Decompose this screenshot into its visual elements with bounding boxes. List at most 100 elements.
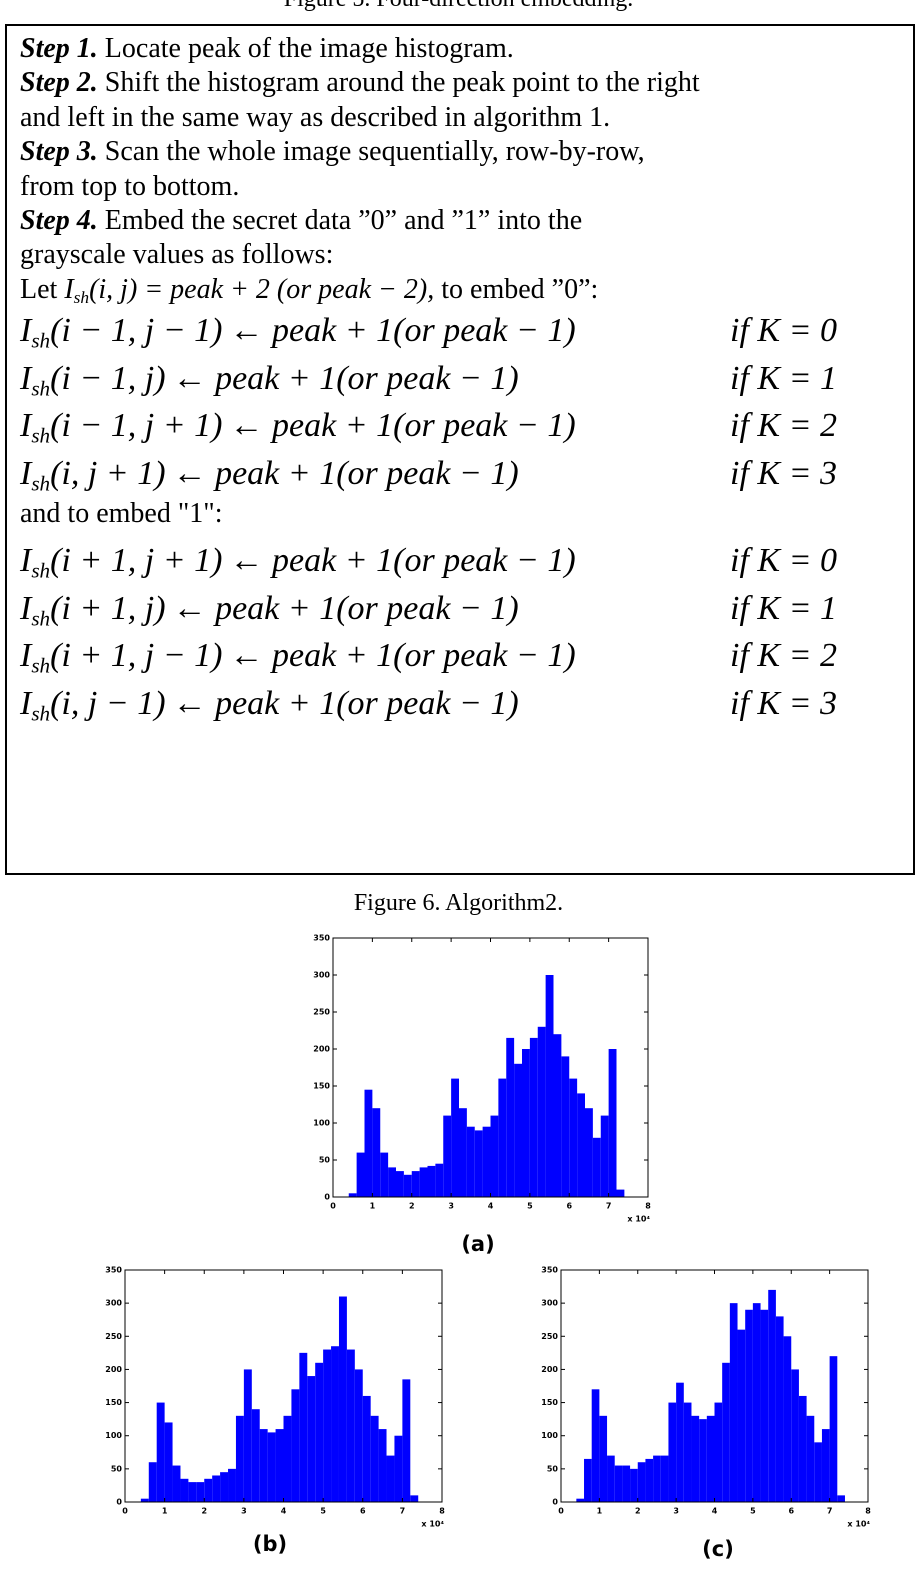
- histogram-bar: [140, 1498, 149, 1502]
- histogram-bar: [600, 1115, 609, 1197]
- x-tick-label: 4: [281, 1507, 287, 1516]
- histogram-bar: [607, 1455, 615, 1502]
- x-tick-label: 6: [788, 1507, 794, 1516]
- eq-cond: if K = 3: [730, 454, 838, 492]
- let-expr: (i, j) = peak + 2 (or peak − 2),: [89, 273, 435, 305]
- histogram-bar: [482, 1126, 491, 1197]
- eq-args: (i, j + 1): [50, 454, 166, 492]
- eq-args: (i, j − 1): [50, 684, 166, 722]
- text-line: Step 3. Scan the whole image sequentially…: [20, 135, 913, 169]
- histogram-bar: [614, 1465, 623, 1502]
- histogram-bar: [553, 1034, 562, 1197]
- histogram-bar: [459, 1108, 467, 1197]
- histogram-bar: [806, 1415, 815, 1502]
- y-tick-label: 350: [313, 934, 330, 943]
- equation: Ish(i + 1, j − 1) ← peak + 1(or peak − 1)…: [20, 632, 913, 680]
- histogram-bar: [370, 1415, 379, 1502]
- text-line: from top to bottom.: [20, 170, 913, 204]
- histogram-bar: [410, 1495, 419, 1502]
- eq-cond: if K = 0: [730, 542, 838, 580]
- histogram-bar: [267, 1432, 276, 1502]
- x-tick-label: 5: [750, 1507, 756, 1516]
- histogram-bar: [435, 1163, 444, 1197]
- x-tick-label: 3: [448, 1202, 454, 1211]
- text-line: grayscale values as follows:: [20, 238, 913, 272]
- y-tick-label: 250: [313, 1008, 330, 1017]
- eq-var: I: [20, 637, 32, 675]
- histogram-bar: [188, 1482, 197, 1502]
- y-tick-label: 0: [324, 1193, 330, 1202]
- x-tick-label: 1: [162, 1507, 168, 1516]
- text-line: and left in the same way as described in…: [20, 101, 913, 135]
- y-tick-label: 150: [541, 1398, 558, 1407]
- histogram-bar: [338, 1296, 347, 1502]
- step-text: Shift the histogram around the peak poin…: [104, 67, 700, 99]
- histogram-bar: [745, 1309, 753, 1502]
- histogram-bar: [419, 1167, 428, 1197]
- y-tick-label: 250: [105, 1332, 122, 1341]
- eq-sub: sh: [31, 470, 51, 495]
- x-tick-label: 0: [330, 1202, 336, 1211]
- histogram-bar: [676, 1382, 684, 1502]
- x-tick-label: 8: [439, 1507, 445, 1516]
- histogram-bar: [821, 1429, 830, 1502]
- histogram-bar: [243, 1369, 252, 1502]
- x-tick-label: 7: [400, 1507, 406, 1516]
- text-line: Step 2. Shift the histogram around the pe…: [20, 66, 913, 100]
- y-tick-label: 200: [105, 1365, 122, 1374]
- histogram-bar: [299, 1352, 308, 1502]
- y-tick-label: 350: [541, 1266, 558, 1275]
- histogram-bar: [522, 1049, 530, 1197]
- let-suffix: to embed ”0”:: [441, 273, 599, 305]
- histogram-bar: [576, 1498, 585, 1502]
- histogram-bar: [622, 1465, 631, 1502]
- histogram-bar: [204, 1478, 213, 1502]
- eq-args: (i + 1, j): [50, 589, 166, 627]
- let-sub: sh: [73, 287, 90, 307]
- histogram-bar: [637, 1462, 646, 1502]
- x-tick-label: 4: [488, 1202, 494, 1211]
- histogram-bar: [307, 1376, 316, 1502]
- x-tick-label: 0: [122, 1507, 128, 1516]
- histogram-bar: [630, 1468, 638, 1502]
- histogram-bar: [148, 1462, 157, 1502]
- x-tick-label: 6: [360, 1507, 366, 1516]
- histogram-bar: [348, 1193, 357, 1197]
- eq-sub: sh: [31, 423, 51, 448]
- eq-rhs: ← peak + 1(or peak − 1): [172, 684, 519, 722]
- text-line: Step 4. Embed the secret data ”0” and ”1”…: [20, 204, 913, 238]
- y-tick-label: 100: [105, 1431, 122, 1440]
- y-tick-label: 50: [111, 1464, 123, 1473]
- histogram-bar: [585, 1108, 593, 1197]
- figure-caption: Figure 6. Algorithm2.: [353, 890, 564, 916]
- x-tick-label: 8: [865, 1507, 871, 1516]
- histogram-bar: [837, 1495, 845, 1502]
- histogram-bar: [228, 1468, 236, 1502]
- histogram-bar: [829, 1356, 838, 1502]
- eq-args: (i − 1, j + 1): [50, 407, 223, 445]
- y-tick-label: 300: [541, 1299, 558, 1308]
- eq-var: I: [20, 684, 32, 722]
- x-scale-label: x 10⁴: [627, 1215, 650, 1224]
- eq-cond: if K = 2: [730, 637, 838, 675]
- histogram-bar: [814, 1442, 822, 1502]
- eq-rhs: ← peak + 1(or peak − 1): [229, 407, 576, 445]
- eq-rhs: ← peak + 1(or peak − 1): [172, 589, 519, 627]
- eq-args: (i + 1, j + 1): [50, 542, 223, 580]
- eq-rhs: ← peak + 1(or peak − 1): [229, 312, 576, 350]
- histogram-bar: [722, 1362, 730, 1502]
- histogram-bar: [380, 1152, 389, 1197]
- histogram-bar: [164, 1422, 173, 1502]
- histogram-bar: [172, 1465, 181, 1502]
- let-prefix: Let: [20, 273, 58, 305]
- x-tick-label: 1: [370, 1202, 376, 1211]
- histogram-bar: [768, 1289, 776, 1502]
- y-tick-label: 300: [105, 1299, 122, 1308]
- histogram-bar: [474, 1130, 483, 1197]
- histogram-bar: [561, 1056, 570, 1197]
- x-tick-label: 2: [635, 1507, 641, 1516]
- histogram-bar: [545, 975, 554, 1197]
- histogram-bar: [466, 1126, 475, 1197]
- histogram-bar: [608, 1049, 617, 1197]
